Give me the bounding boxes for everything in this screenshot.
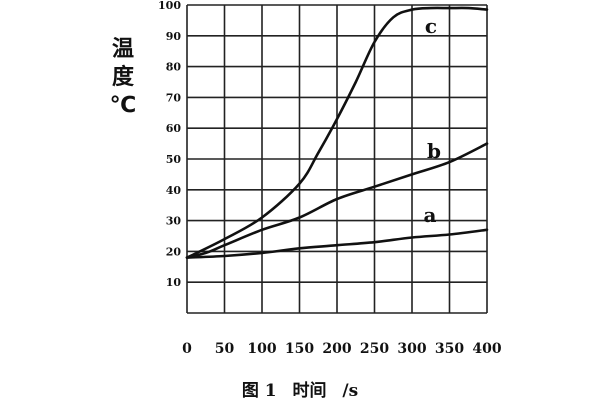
y-axis-label-char-1: 温 xyxy=(111,37,134,62)
x-tick-labels: 0 50 100 150 200 250 300 350 400 xyxy=(182,341,502,357)
y-tick-label-20: 20 xyxy=(166,245,182,258)
series-line-b xyxy=(185,142,489,259)
series-line-a xyxy=(185,228,489,259)
x-tick-label-200: 200 xyxy=(322,341,351,357)
grid xyxy=(186,4,488,314)
y-tick-label-50: 50 xyxy=(166,153,182,166)
figure-number: 图 1 xyxy=(241,381,277,401)
series-labels: a b c xyxy=(424,14,441,227)
x-tick-label-50: 50 xyxy=(215,341,235,357)
x-tick-label-400: 400 xyxy=(472,341,501,357)
y-tick-label-80: 80 xyxy=(166,61,182,74)
y-tick-labels: 10 20 30 40 50 60 70 80 90 100 xyxy=(158,0,181,289)
x-tick-label-100: 100 xyxy=(247,341,276,357)
figure-caption: 图 1 时间 /s xyxy=(242,376,358,401)
x-tick-label-150: 150 xyxy=(285,341,314,357)
y-tick-label-40: 40 xyxy=(166,184,182,197)
y-tick-label-30: 30 xyxy=(166,215,182,228)
x-tick-label-300: 300 xyxy=(397,341,426,357)
y-tick-label-70: 70 xyxy=(166,91,182,104)
y-axis-label: 温 度 ℃ xyxy=(106,36,140,120)
x-axis-label: 时间 xyxy=(292,381,327,401)
series-label-a: a xyxy=(424,203,437,227)
x-axis-unit: /s xyxy=(342,381,359,401)
x-tick-label-350: 350 xyxy=(435,341,464,357)
series-line-c xyxy=(185,6,489,259)
y-tick-label-60: 60 xyxy=(166,122,182,135)
y-tick-label-90: 90 xyxy=(166,30,182,43)
y-axis-label-unit: ℃ xyxy=(109,93,137,118)
y-axis-label-char-2: 度 xyxy=(111,65,134,90)
series-label-b: b xyxy=(427,139,441,163)
y-tick-label-100: 100 xyxy=(158,0,181,12)
x-tick-label-250: 250 xyxy=(360,341,389,357)
series-label-c: c xyxy=(425,14,437,38)
x-tick-label-0: 0 xyxy=(182,341,192,357)
y-tick-label-10: 10 xyxy=(166,276,182,289)
series-lines xyxy=(185,6,489,259)
